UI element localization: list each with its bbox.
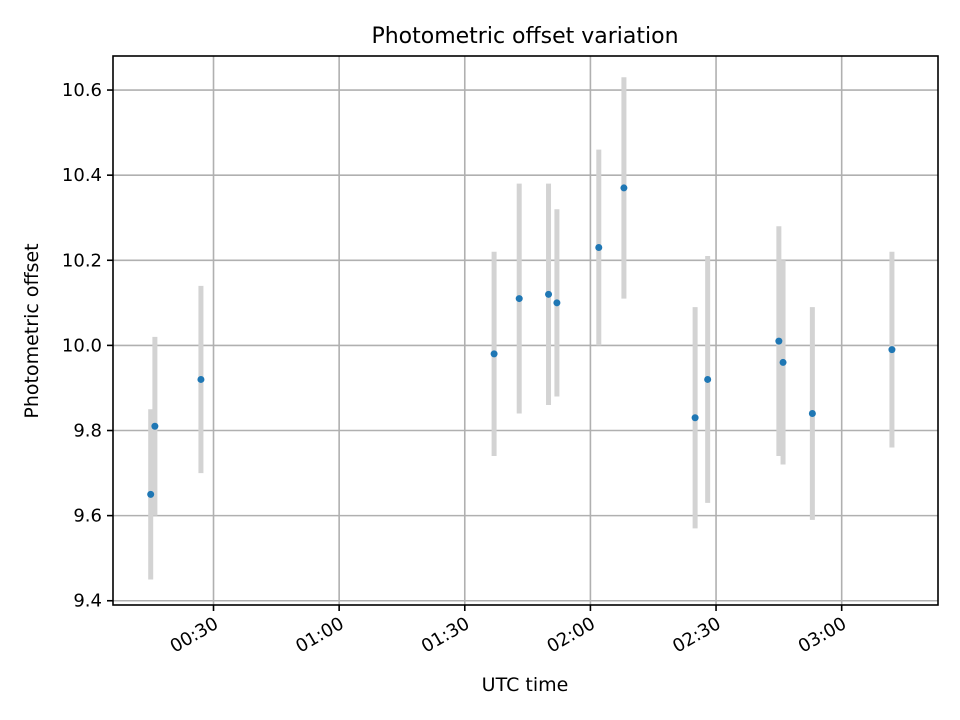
x-tick-label: 02:00 <box>543 613 598 657</box>
data-point <box>553 299 561 307</box>
data-point <box>595 244 603 252</box>
data-point <box>808 409 816 417</box>
y-tick-label: 10.6 <box>62 80 102 101</box>
data-point <box>704 375 712 383</box>
x-tick-label: 01:00 <box>292 613 347 657</box>
data-point <box>779 358 787 366</box>
data-point <box>888 346 896 354</box>
data-point <box>691 414 699 422</box>
y-axis-label: Photometric offset <box>21 243 43 418</box>
x-tick-label: 02:30 <box>669 613 724 657</box>
data-point <box>515 295 523 303</box>
data-point <box>775 337 783 345</box>
x-axis-label: UTC time <box>482 674 569 696</box>
y-tick-label: 10.2 <box>62 250 102 271</box>
y-tick-label: 9.6 <box>73 506 102 527</box>
data-point <box>197 375 205 383</box>
y-tick-label: 9.8 <box>73 421 102 442</box>
plot-frame <box>112 55 939 606</box>
errorbar-layer <box>148 77 895 580</box>
data-point <box>147 490 155 498</box>
data-point <box>151 422 159 430</box>
y-tick-label: 10.0 <box>62 335 102 356</box>
point-layer <box>147 184 896 498</box>
data-point <box>490 350 498 358</box>
x-tick-label: 01:30 <box>418 613 473 657</box>
y-tick-label: 9.4 <box>73 591 102 612</box>
y-tick-label: 10.4 <box>62 165 102 186</box>
x-tick-label: 03:00 <box>795 613 850 657</box>
data-point <box>545 290 553 298</box>
grid-layer <box>113 56 938 605</box>
tick-layer: 00:30 01:00 01:30 02:00 02:30 03:00 9.4 9.6 9.8 1… <box>62 80 850 657</box>
data-point <box>620 184 628 192</box>
x-tick-label: 00:30 <box>167 613 222 657</box>
chart-title: Photometric offset variation <box>371 24 678 49</box>
